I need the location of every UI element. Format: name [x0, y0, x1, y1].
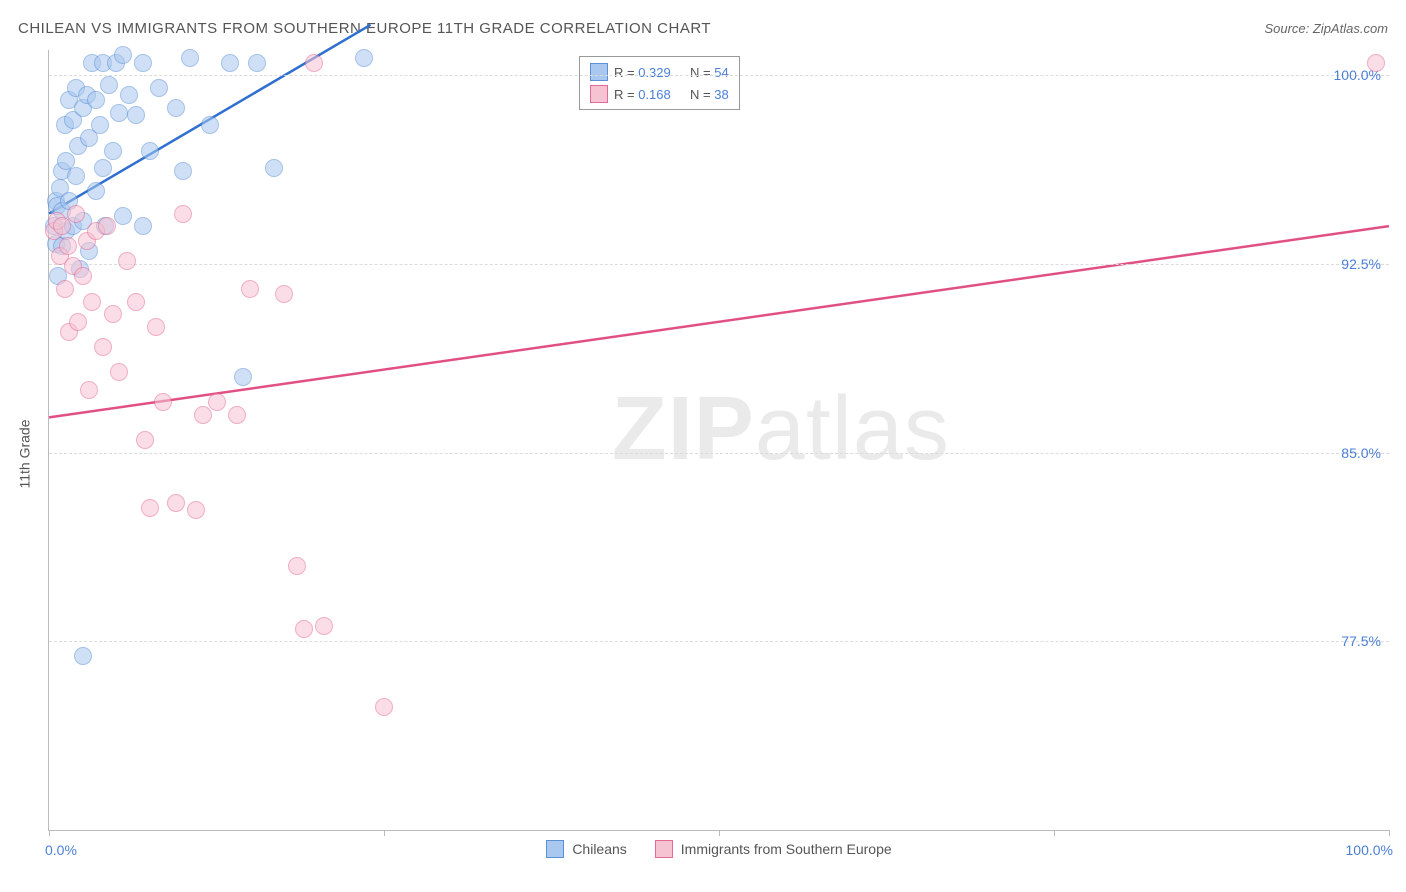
- data-point: [91, 116, 109, 134]
- data-point: [56, 280, 74, 298]
- y-tick-label: 77.5%: [1341, 633, 1381, 649]
- data-point: [147, 318, 165, 336]
- data-point: [83, 293, 101, 311]
- data-point: [134, 217, 152, 235]
- series-legend: Chileans Immigrants from Southern Europe: [49, 840, 1389, 858]
- data-point: [1367, 54, 1385, 72]
- data-point: [295, 620, 313, 638]
- data-point: [67, 167, 85, 185]
- data-point: [127, 293, 145, 311]
- legend-label-immigrants: Immigrants from Southern Europe: [681, 841, 892, 857]
- data-point: [69, 313, 87, 331]
- data-point: [174, 205, 192, 223]
- data-point: [74, 267, 92, 285]
- data-point: [265, 159, 283, 177]
- data-point: [141, 499, 159, 517]
- x-max-label: 100.0%: [1346, 842, 1393, 858]
- data-point: [100, 76, 118, 94]
- data-point: [87, 91, 105, 109]
- legend-swatch-immigrants: [590, 85, 608, 103]
- data-point: [136, 431, 154, 449]
- data-point: [305, 54, 323, 72]
- y-axis-label: 11th Grade: [17, 419, 33, 488]
- data-point: [187, 501, 205, 519]
- data-point: [98, 217, 116, 235]
- data-point: [141, 142, 159, 160]
- trend-line: [49, 226, 1389, 417]
- grid-line: [49, 75, 1389, 76]
- data-point: [114, 207, 132, 225]
- legend-swatch-chileans: [590, 63, 608, 81]
- grid-line: [49, 264, 1389, 265]
- data-point: [110, 104, 128, 122]
- data-point: [104, 305, 122, 323]
- data-point: [94, 159, 112, 177]
- data-point: [110, 363, 128, 381]
- data-point: [134, 54, 152, 72]
- data-point: [118, 252, 136, 270]
- x-tick: [1389, 830, 1390, 836]
- data-point: [167, 494, 185, 512]
- x-tick: [719, 830, 720, 836]
- y-tick-label: 85.0%: [1341, 445, 1381, 461]
- data-point: [375, 698, 393, 716]
- data-point: [127, 106, 145, 124]
- data-point: [154, 393, 172, 411]
- legend-swatch-immigrants-b: [655, 840, 673, 858]
- data-point: [104, 142, 122, 160]
- plot-area: ZIPatlas R = 0.329 N = 54 R = 0.168 N = …: [48, 50, 1389, 831]
- data-point: [181, 49, 199, 67]
- data-point: [114, 46, 132, 64]
- data-point: [87, 182, 105, 200]
- data-point: [275, 285, 293, 303]
- legend-swatch-chileans-b: [546, 840, 564, 858]
- data-point: [201, 116, 219, 134]
- data-point: [315, 617, 333, 635]
- stats-legend: R = 0.329 N = 54 R = 0.168 N = 38: [579, 56, 740, 110]
- data-point: [288, 557, 306, 575]
- data-point: [234, 368, 252, 386]
- data-point: [74, 647, 92, 665]
- trend-lines: [49, 50, 1389, 830]
- data-point: [67, 205, 85, 223]
- chart-title: CHILEAN VS IMMIGRANTS FROM SOUTHERN EURO…: [18, 20, 711, 37]
- data-point: [150, 79, 168, 97]
- data-point: [120, 86, 138, 104]
- watermark: ZIPatlas: [612, 378, 950, 481]
- data-point: [59, 237, 77, 255]
- data-point: [221, 54, 239, 72]
- data-point: [167, 99, 185, 117]
- grid-line: [49, 641, 1389, 642]
- grid-line: [49, 453, 1389, 454]
- x-tick: [384, 830, 385, 836]
- data-point: [94, 338, 112, 356]
- x-tick: [1054, 830, 1055, 836]
- data-point: [174, 162, 192, 180]
- data-point: [241, 280, 259, 298]
- y-tick-label: 92.5%: [1341, 256, 1381, 272]
- data-point: [208, 393, 226, 411]
- data-point: [355, 49, 373, 67]
- data-point: [248, 54, 266, 72]
- data-point: [80, 381, 98, 399]
- source-label: Source: ZipAtlas.com: [1264, 21, 1388, 36]
- legend-label-chileans: Chileans: [572, 841, 626, 857]
- data-point: [228, 406, 246, 424]
- x-min-label: 0.0%: [45, 842, 77, 858]
- x-tick: [49, 830, 50, 836]
